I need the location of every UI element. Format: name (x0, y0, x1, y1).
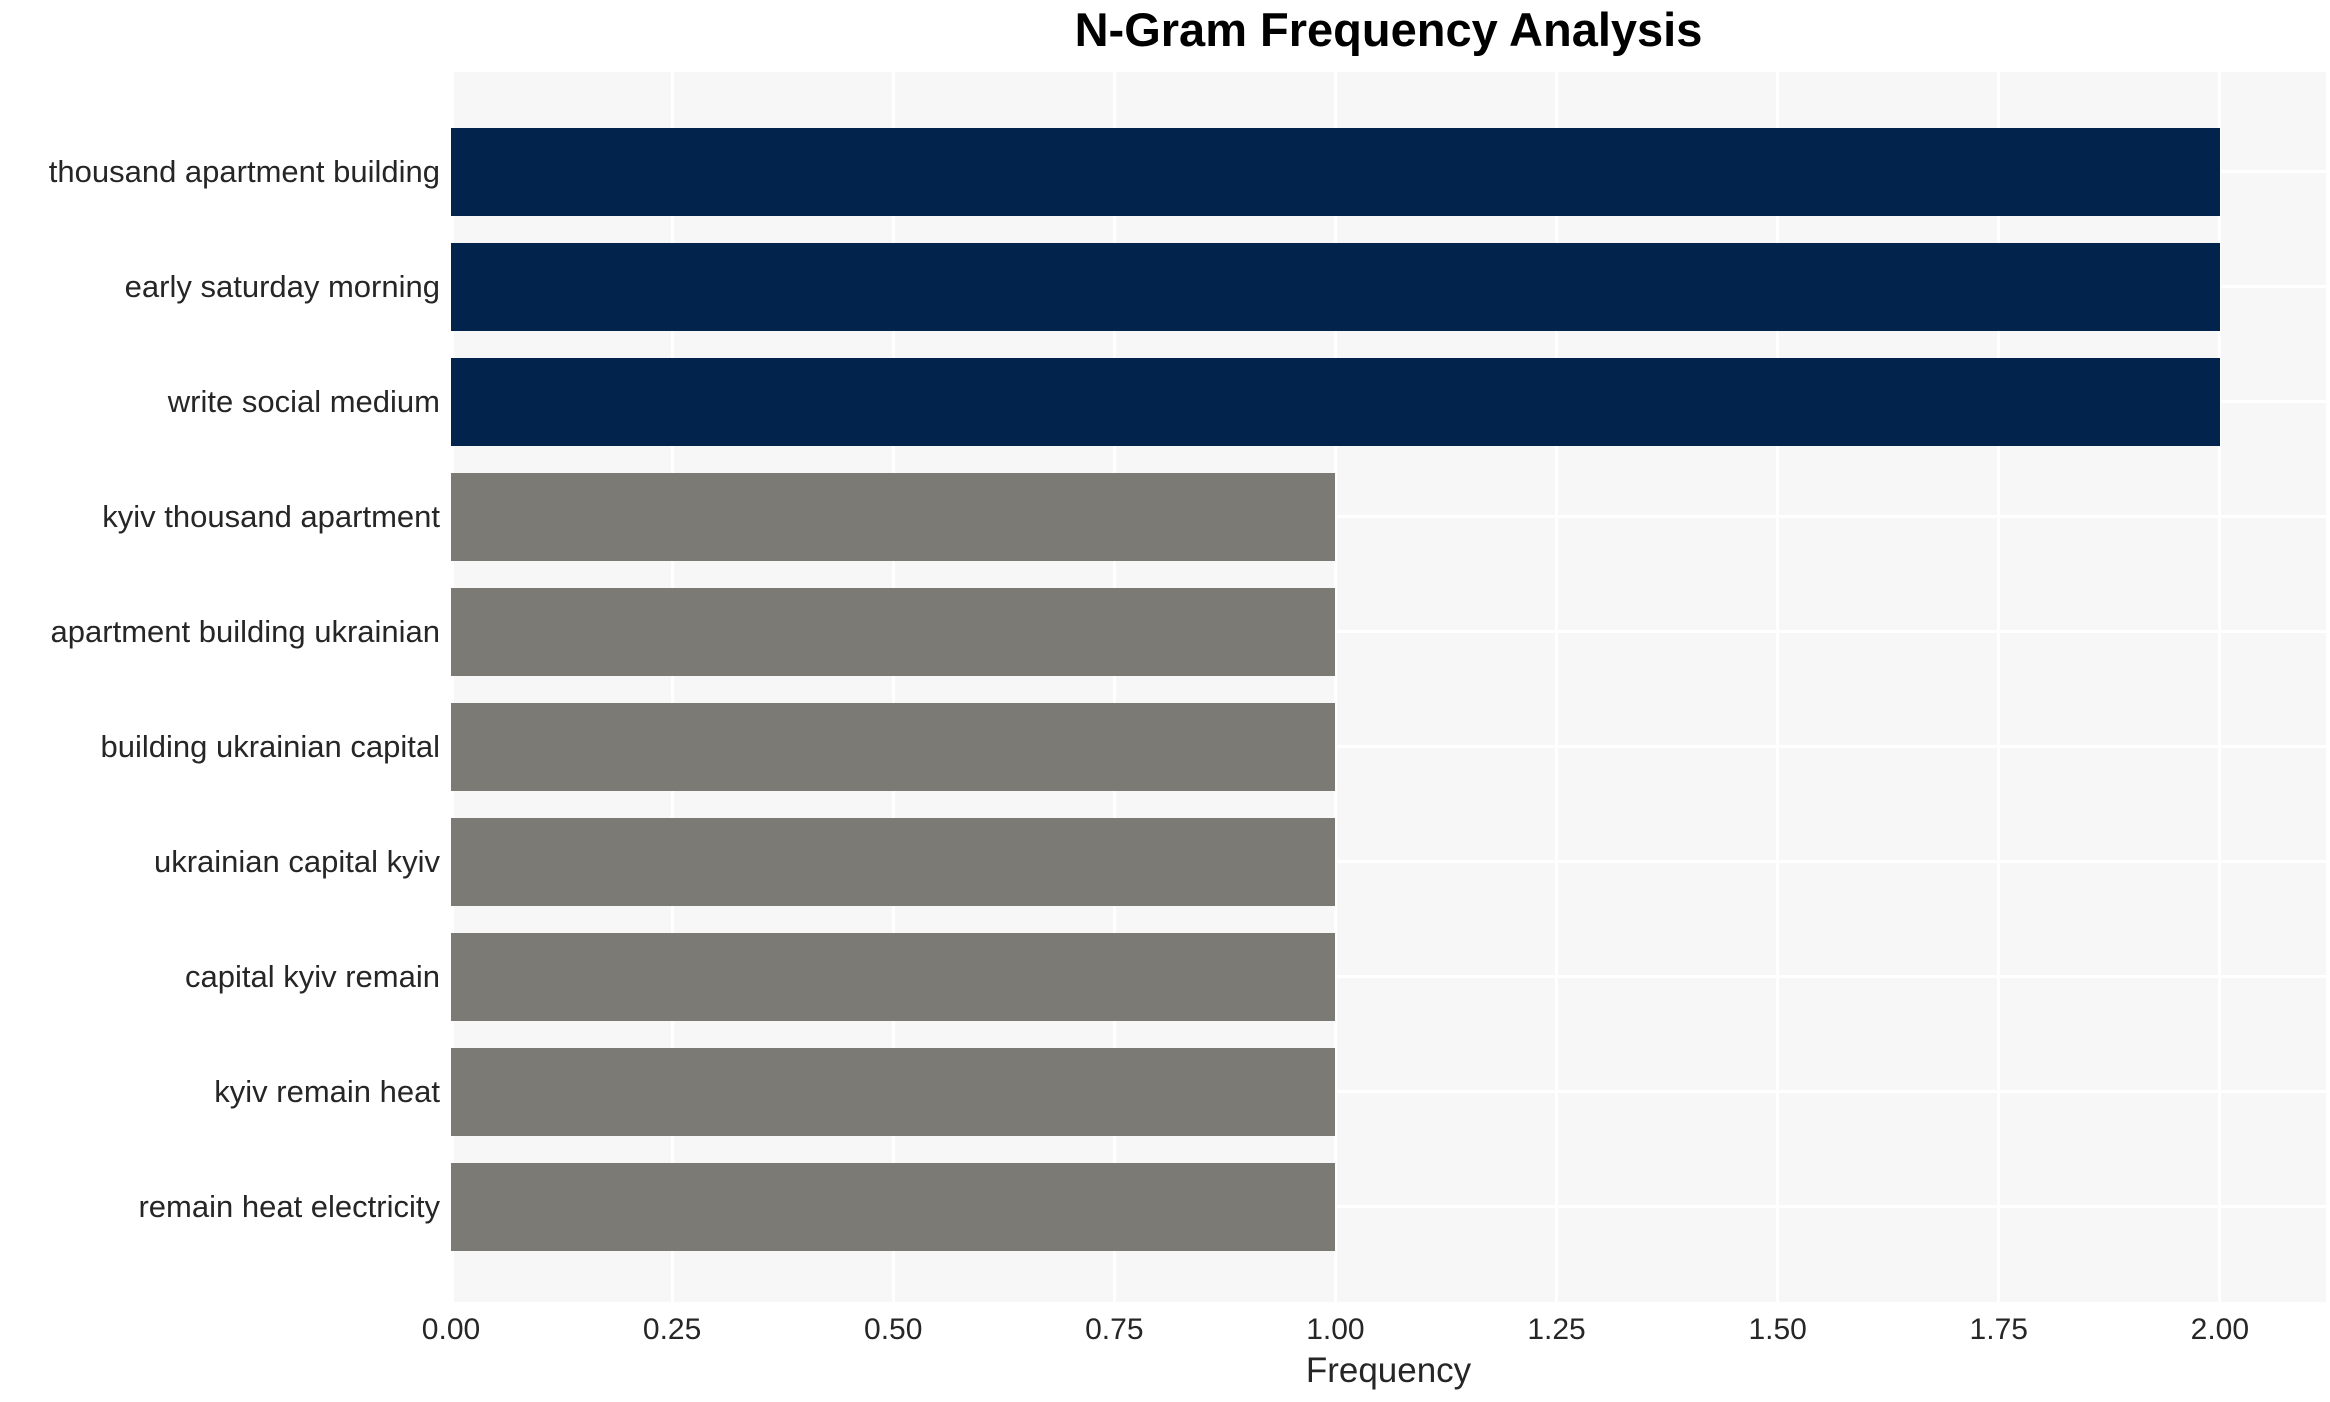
vertical-gridline (1112, 72, 1116, 1302)
bar-row: kyiv remain heat (0, 1034, 2330, 1149)
bar-row: capital kyiv remain (0, 919, 2330, 1034)
vertical-gridline (1333, 72, 1337, 1302)
y-axis-label: ukrainian capital kyiv (153, 843, 440, 879)
bar (451, 587, 1336, 676)
x-tick-label: 1.25 (1527, 1313, 1586, 1346)
bar-track (451, 344, 2326, 459)
vertical-gridline (891, 72, 895, 1302)
x-tick-label: 0.75 (1085, 1313, 1144, 1346)
y-axis-label: apartment building ukrainian (50, 613, 440, 649)
y-axis-label: building ukrainian capital (100, 728, 440, 764)
horizontal-gridline (451, 515, 2326, 518)
bar-track (451, 1149, 2326, 1264)
bar-track (451, 1034, 2326, 1149)
bar (451, 702, 1336, 791)
y-axis-label: thousand apartment building (48, 153, 440, 189)
vertical-gridline (1555, 72, 1559, 1302)
bar (451, 472, 1336, 561)
y-axis-label: early saturday morning (124, 268, 440, 304)
x-axis-ticks: 0.00 0.25 0.50 0.75 1.00 1.25 1.50 1.75 2.00 (422, 1313, 2326, 1355)
vertical-gridline (2218, 72, 2222, 1302)
x-tick-label: 1.50 (1748, 1313, 1807, 1346)
x-tick-label: 0.50 (864, 1313, 923, 1346)
x-tick-label: 0.25 (642, 1313, 702, 1346)
horizontal-gridline (451, 1090, 2326, 1093)
bar (451, 1047, 1336, 1136)
bar-track (451, 229, 2326, 344)
x-tick-label: 1.00 (1306, 1313, 1365, 1346)
bar-row: early saturday morning (0, 229, 2330, 344)
bar-row: write social medium (0, 344, 2330, 459)
horizontal-gridline (451, 1205, 2326, 1208)
bar-row: building ukrainian capital (0, 689, 2330, 804)
y-axis-label: kyiv thousand apartment (102, 498, 440, 534)
bar-track (451, 804, 2326, 919)
bar-row: kyiv thousand apartment (0, 459, 2330, 574)
bar (451, 932, 1336, 1021)
x-axis-title: Frequency (1305, 1351, 1472, 1390)
y-axis-label: remain heat electricity (138, 1188, 440, 1224)
x-tick-label: 1.75 (1969, 1313, 2028, 1346)
y-axis-label: capital kyiv remain (185, 958, 440, 994)
horizontal-gridline (451, 860, 2326, 863)
y-axis-label: kyiv remain heat (214, 1073, 440, 1109)
bar-track (451, 574, 2326, 689)
bar (451, 817, 1336, 906)
bar-track (451, 919, 2326, 1034)
horizontal-gridline (451, 745, 2326, 748)
bar (451, 1162, 1336, 1251)
vertical-gridline (670, 72, 674, 1302)
vertical-gridline (451, 72, 454, 1302)
x-tick-label: 0.00 (421, 1313, 481, 1346)
bar (451, 357, 2220, 446)
chart-title: N-Gram Frequency Analysis (1074, 3, 1703, 56)
x-tick-label: 2.00 (2190, 1313, 2250, 1346)
bar-track (451, 459, 2326, 574)
bar-rows: thousand apartment building early saturda… (0, 114, 2330, 1264)
bar-row: apartment building ukrainian (0, 574, 2330, 689)
y-axis-label: write social medium (167, 383, 440, 419)
vertical-gridline (1776, 72, 1780, 1302)
bar (451, 242, 2220, 331)
bar-row: remain heat electricity (0, 1149, 2330, 1264)
horizontal-gridline (451, 630, 2326, 633)
vertical-gridline (1997, 72, 2001, 1302)
bar-row: ukrainian capital kyiv (0, 804, 2330, 919)
bar-track (451, 689, 2326, 804)
bar (451, 127, 2220, 216)
horizontal-gridline (451, 975, 2326, 978)
bar-track (451, 114, 2326, 229)
bar-row: thousand apartment building (0, 114, 2330, 229)
